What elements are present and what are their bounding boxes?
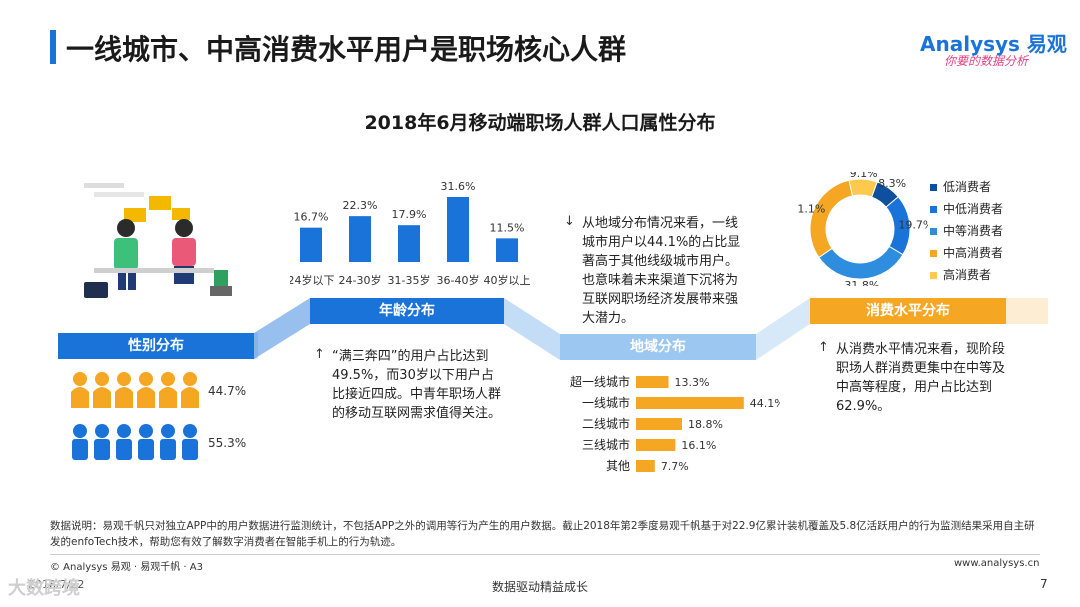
spend-note-arrow: ↑ — [818, 340, 829, 355]
region-bar — [636, 418, 682, 430]
spend-slice-value: 19.7% — [898, 219, 928, 232]
legend-label: 中等消费者 — [943, 224, 1004, 238]
spend-note: 从消费水平情况来看，现阶段职场人群消费更集中在中等及中高等程度，用户占比达到62… — [836, 342, 1006, 414]
region-bar-value: 44.1% — [750, 397, 780, 410]
age-bar-value: 17.9% — [392, 208, 427, 221]
age-category-label: 31-35岁 — [388, 273, 431, 287]
data-source-note: 数据说明：易观千帆只对独立APP中的用户数据进行监测统计，不包括APP之外的调用… — [50, 520, 1035, 548]
region-note: 从地域分布情况来看，一线城市用户以44.1%的占比显著高于其他线级城市用户。也意… — [582, 216, 741, 326]
legend-item: 低消费者 — [930, 178, 1003, 200]
spend-slice — [818, 245, 904, 280]
age-section-label: 年龄分布 — [310, 298, 504, 324]
chart-title: 2018年6月移动端职场人群人口属性分布 — [364, 112, 716, 134]
region-bar-value: 18.8% — [688, 418, 723, 431]
spend-donut-chart: 8.3% 19.7% 31.8% 31.1% 9.1% — [798, 172, 928, 286]
legend-swatch — [930, 250, 937, 257]
age-bar-value: 16.7% — [294, 211, 329, 224]
spend-slice-value: 31.8% — [844, 279, 879, 286]
age-category-label: 36-40岁 — [437, 273, 480, 287]
page-number: 7 — [1040, 577, 1048, 591]
region-bar-value: 13.3% — [675, 376, 710, 389]
brand-slogan: 你要的数据分析 — [944, 54, 1029, 68]
age-note: “满三奔四”的用户占比达到49.5%，而30岁以下用户占比接近四成。中青年职场人… — [332, 349, 502, 421]
age-bar-value: 11.5% — [490, 221, 525, 234]
age-category-label: 24岁以下 — [290, 273, 335, 287]
male-icons — [72, 424, 198, 460]
legend-swatch — [930, 228, 937, 235]
footer-date: 2018/7/22 — [28, 578, 85, 591]
gender-female-value: 44.7% — [208, 384, 247, 398]
page-title: 一线城市、中高消费水平用户是职场核心人群 — [66, 33, 627, 66]
region-bar — [636, 460, 655, 472]
age-bar — [300, 227, 322, 262]
region-section-label: 地域分布 — [560, 334, 756, 360]
region-category-label: 一线城市 — [582, 395, 630, 410]
spend-legend: 低消费者 中低消费者 中等消费者 中高消费者 高消费者 — [930, 178, 1003, 288]
region-category-label: 三线城市 — [582, 437, 630, 452]
footer-slogan: 数据驱动精益成长 — [491, 580, 588, 594]
region-bar-chart: 超一线城市 13.3% 一线城市 44.1% 二线城市 18.8% 三线城市 16.1% 其他 7… — [570, 374, 780, 473]
spend-slice-value: 9.1% — [850, 172, 878, 180]
region-bar — [636, 439, 676, 451]
spend-slice-value: 31.1% — [798, 203, 825, 216]
region-category-label: 二线城市 — [582, 416, 630, 431]
age-bar-value: 31.6% — [441, 180, 476, 193]
legend-label: 中高消费者 — [943, 246, 1004, 260]
legend-swatch — [930, 184, 937, 191]
legend-item: 中高消费者 — [930, 244, 1003, 266]
spend-slice — [809, 179, 854, 259]
age-bar-value: 22.3% — [343, 199, 378, 212]
brand-logo: Analysys 易观 — [920, 32, 1067, 56]
spend-slice-value: 8.3% — [878, 177, 906, 190]
age-category-label: 24-30岁 — [339, 273, 382, 287]
female-icons — [71, 372, 199, 408]
region-bar — [636, 397, 744, 409]
region-bar — [636, 376, 669, 388]
watermark-text: 大数跨境 — [8, 578, 80, 599]
gender-section-label: 性别分布 — [58, 333, 254, 359]
age-bar-chart: 16.7% 24岁以下 22.3% 24-30岁 17.9% 31-35岁 31.6% 36-… — [290, 180, 531, 287]
title-accent-bar — [50, 30, 56, 64]
footer-copyright: © Analysys 易观 · 易观千帆 · A3 — [50, 562, 203, 573]
legend-item: 中等消费者 — [930, 222, 1003, 244]
gender-male-value: 55.3% — [208, 436, 247, 450]
region-bar-value: 16.1% — [681, 439, 716, 452]
legend-swatch — [930, 272, 937, 279]
region-category-label: 超一线城市 — [570, 374, 630, 389]
age-bar — [447, 196, 469, 262]
region-note-arrow: ↓ — [564, 214, 575, 229]
footer-divider — [50, 554, 1040, 555]
age-category-label: 40岁以上 — [484, 273, 531, 287]
age-bar — [496, 238, 518, 262]
legend-swatch — [930, 206, 937, 213]
age-bar — [349, 216, 371, 262]
spend-section-label: 消费水平分布 — [810, 298, 1006, 324]
age-bar — [398, 225, 420, 262]
age-note-arrow: ↑ — [314, 347, 325, 362]
office-illustration — [84, 183, 232, 298]
legend-item: 中低消费者 — [930, 200, 1003, 222]
region-category-label: 其他 — [606, 459, 630, 473]
footer-website[interactable]: www.analysys.cn — [954, 558, 1040, 569]
legend-label: 高消费者 — [943, 268, 992, 282]
legend-label: 低消费者 — [943, 180, 992, 194]
legend-item: 高消费者 — [930, 266, 1003, 288]
spend-slice — [848, 178, 878, 198]
legend-label: 中低消费者 — [943, 202, 1004, 216]
region-bar-value: 7.7% — [661, 460, 689, 473]
